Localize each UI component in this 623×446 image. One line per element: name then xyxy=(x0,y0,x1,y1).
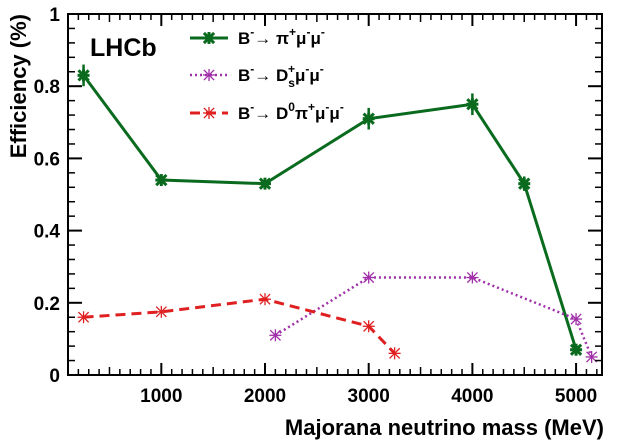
y-tick-label: 0.8 xyxy=(34,77,60,98)
legend-label-part: - xyxy=(320,62,324,76)
legend-label-part: μ xyxy=(309,66,319,85)
legend-label-part: → D xyxy=(254,66,288,85)
x-tick-label: 2000 xyxy=(244,386,286,407)
legend-label-part: + xyxy=(288,62,295,76)
legend-entry: B-→ D0π+μ-μ- xyxy=(190,100,344,123)
legend-marker xyxy=(203,107,215,119)
data-point xyxy=(466,98,479,111)
legend-label-part: + xyxy=(289,25,296,39)
data-point xyxy=(362,320,375,333)
legend-label-part: 0 xyxy=(288,100,295,114)
data-point xyxy=(259,293,272,306)
x-axis-title: Majorana neutrino mass (MeV) xyxy=(285,415,604,440)
legend-label-part: - xyxy=(306,25,310,39)
axis-ticks: 1000 2000 3000 4000 5000 0 0.2 0.4 0.6 0.8 1 xyxy=(34,5,602,407)
x-tick-label: 3000 xyxy=(348,386,390,407)
legend-label-part: + xyxy=(308,100,315,114)
legend-label-part: - xyxy=(250,100,254,114)
legend-label-part: B xyxy=(238,29,250,48)
series-layer xyxy=(77,64,598,363)
legend-label-part: - xyxy=(340,100,344,114)
legend-label-part: → D xyxy=(254,104,288,123)
legend: B-→ π+μ-μ-B-→ Ds+μ-μ-B-→ D0π+μ-μ- xyxy=(190,25,344,123)
data-point xyxy=(569,343,583,356)
series-line xyxy=(83,297,396,355)
data-point xyxy=(155,305,168,318)
legend-marker xyxy=(202,31,216,45)
series-2 xyxy=(269,271,598,363)
series-line xyxy=(274,276,593,358)
legend-label-part: s xyxy=(288,76,295,90)
x-tick-label: 5000 xyxy=(555,386,597,407)
data-point xyxy=(155,173,168,187)
legend-label: B-→ π+μ-μ- xyxy=(238,25,325,48)
data-point xyxy=(518,177,531,190)
legend-marker xyxy=(203,69,215,81)
data-point xyxy=(362,271,375,284)
series-3 xyxy=(77,293,401,360)
legend-label-part: - xyxy=(321,25,325,39)
plot-frame xyxy=(67,13,603,376)
data-point xyxy=(362,112,375,125)
legend-label: B-→ D0π+μ-μ- xyxy=(238,100,344,123)
y-tick-label: 0.6 xyxy=(34,149,60,170)
data-point xyxy=(77,69,90,82)
legend-label-part: π xyxy=(295,104,308,123)
legend-label-part: - xyxy=(305,62,309,76)
x-tick-label: 1000 xyxy=(140,386,182,407)
data-point xyxy=(77,311,90,324)
y-tick-label: 1 xyxy=(49,5,60,26)
legend-label-part: → π xyxy=(254,29,289,48)
legend-label-part: μ xyxy=(315,104,325,123)
data-point xyxy=(269,329,282,342)
legend-label-part: B xyxy=(238,104,250,123)
series-1 xyxy=(77,64,583,356)
legend-entry: B-→ Ds+μ-μ- xyxy=(190,62,324,90)
x-tick-label: 4000 xyxy=(451,386,493,407)
y-tick-label: 0 xyxy=(49,366,60,387)
data-point xyxy=(258,177,272,190)
legend-label: B-→ Ds+μ-μ- xyxy=(238,62,324,90)
y-axis-title: Efficiency (%) xyxy=(6,14,31,158)
y-tick-label: 0.2 xyxy=(34,294,60,315)
data-point xyxy=(466,271,479,284)
legend-entry: B-→ π+μ-μ- xyxy=(190,25,325,48)
data-point xyxy=(570,313,583,326)
legend-label-part: - xyxy=(325,100,329,114)
data-point xyxy=(388,347,401,360)
legend-label-part: μ xyxy=(296,29,306,48)
legend-label-part: - xyxy=(250,25,254,39)
legend-label-part: μ xyxy=(329,104,339,123)
legend-label-part: μ xyxy=(310,29,320,48)
legend-label-part: - xyxy=(250,62,254,76)
y-tick-label: 0.4 xyxy=(34,222,61,243)
legend-label-part: μ xyxy=(295,66,305,85)
legend-label-part: B xyxy=(238,66,250,85)
experiment-label: LHCb xyxy=(90,34,157,62)
